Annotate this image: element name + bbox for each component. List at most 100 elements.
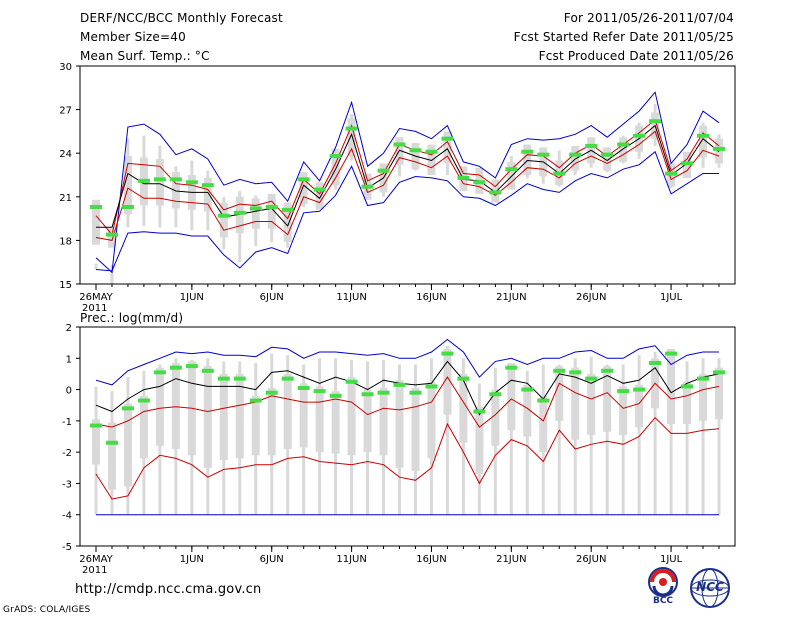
prec-box <box>155 367 164 446</box>
temp-observed-mark <box>521 149 534 154</box>
temp-x-tick-label: 1JUL <box>660 292 683 303</box>
ncc-logo-text: NCC <box>696 580 724 594</box>
temp-observed-mark <box>361 184 374 189</box>
bcc-logo: BCC <box>640 565 686 609</box>
prec-observed-mark <box>649 360 662 365</box>
precip-panel-label: Prec.: log(mm/d) <box>80 311 184 325</box>
prec-box <box>299 383 308 448</box>
prec-box <box>539 395 548 453</box>
prec-box <box>619 386 628 435</box>
temp-x-tick-label: 1JUN <box>180 292 204 303</box>
temp-observed-mark <box>441 136 454 141</box>
prec-observed-mark <box>473 409 486 414</box>
temp-observed-mark <box>553 171 566 176</box>
prec-x-tick-label: 11JUN <box>336 554 366 565</box>
temp-x-tick-label: 26MAY <box>79 292 113 303</box>
prec-observed-mark <box>537 398 550 403</box>
prec-box <box>491 389 500 446</box>
temp-observed-mark <box>569 152 582 157</box>
prec-box <box>667 348 676 424</box>
prec-box <box>331 391 340 454</box>
prec-box <box>219 373 228 460</box>
prec-frame <box>79 326 736 547</box>
prec-observed-mark <box>409 390 422 395</box>
forecast-produced-date: Fcst Produced Date 2011/05/26 <box>538 49 734 63</box>
prec-box <box>171 362 180 450</box>
temp-box <box>443 131 452 164</box>
temp-box <box>523 144 532 175</box>
temp-y-tick-label: 24 <box>59 149 72 160</box>
prec-box <box>603 366 612 432</box>
prec-observed-mark <box>90 423 102 428</box>
prec-observed-mark <box>185 364 198 369</box>
prec-max-line <box>95 338 719 386</box>
prec-box <box>475 406 484 475</box>
prec-x-tick-label: 6JUN <box>260 554 284 565</box>
bcc-logo-text: BCC <box>652 596 674 606</box>
prec-observed-mark <box>313 389 326 394</box>
temp-observed-mark <box>377 168 390 173</box>
temp-box <box>219 202 228 238</box>
prec-observed-mark <box>105 440 118 445</box>
prec-box <box>571 367 580 440</box>
prec-observed-mark <box>665 351 678 356</box>
temp-observed-mark <box>169 177 182 182</box>
prec-y-tick-label: 0 <box>66 386 72 397</box>
temp-year-label: 2011 <box>82 303 107 314</box>
source-url[interactable]: http://cmdp.ncc.cma.gov.cn <box>75 582 262 597</box>
temp-y-tick-label: 15 <box>59 280 72 291</box>
temp-box <box>171 172 180 209</box>
temp-observed-mark <box>665 171 678 176</box>
prec-observed-mark <box>217 376 230 381</box>
temp-observed-mark <box>713 146 725 151</box>
prec-observed-mark <box>121 406 134 411</box>
prec-box <box>107 422 116 490</box>
prec-observed-mark <box>521 387 534 392</box>
prec-x-tick-label: 21JUN <box>496 554 526 565</box>
prec-box <box>92 419 100 465</box>
prec-observed-mark <box>713 370 725 375</box>
ncc-logo: NCC <box>688 566 732 610</box>
temp-frame <box>79 65 736 285</box>
prec-observed-mark <box>441 351 454 356</box>
prec-x-tick-label: 26JUN <box>576 554 606 565</box>
prec-observed-mark <box>137 398 150 403</box>
temp-observed-mark <box>313 187 326 192</box>
prec-box <box>555 366 564 421</box>
prec-y-tick-label: -4 <box>62 511 72 522</box>
grads-credit: GrADS: COLA/IGES <box>3 605 91 615</box>
prec-observed-mark <box>265 390 278 395</box>
prec-y-tick-label: 2 <box>66 323 72 334</box>
temp-box <box>699 125 708 158</box>
prec-observed-mark <box>585 376 598 381</box>
prec-box <box>683 381 692 424</box>
temp-observed-mark <box>473 180 486 185</box>
prec-box <box>139 395 148 459</box>
prec-box <box>379 388 388 456</box>
prec-box <box>235 373 244 459</box>
temp-x-tick-label: 21JUN <box>496 292 526 303</box>
temp-observed-mark <box>489 190 502 195</box>
prec-box <box>635 384 644 428</box>
temp-box <box>715 138 723 164</box>
prec-observed-mark <box>425 384 438 389</box>
temp-box <box>92 199 100 245</box>
temp-observed-mark <box>281 207 294 212</box>
prec-y-tick-label: 1 <box>66 354 72 365</box>
temp-observed-mark <box>409 148 422 153</box>
temp-x-tick-label: 26JUN <box>576 292 606 303</box>
prec-box <box>411 388 420 471</box>
temp-panel: 15 18 21 24 27 30 26MAY 1JUN 6JUN 11JUN 16JUN 21JUN… <box>59 62 736 314</box>
temp-box <box>123 156 132 215</box>
prec-observed-mark <box>249 398 262 403</box>
temp-observed-mark <box>505 167 518 172</box>
temp-observed-mark <box>697 133 710 138</box>
temp-y-tick-label: 30 <box>59 62 72 73</box>
temp-observed-mark <box>185 180 198 185</box>
temp-observed-mark <box>617 142 630 147</box>
temp-x-tick-label: 6JUN <box>260 292 284 303</box>
temp-upper-line <box>95 118 720 236</box>
temp-observed-mark <box>217 213 230 218</box>
prec-observed-mark <box>377 390 390 395</box>
prec-observed-mark <box>153 370 166 375</box>
